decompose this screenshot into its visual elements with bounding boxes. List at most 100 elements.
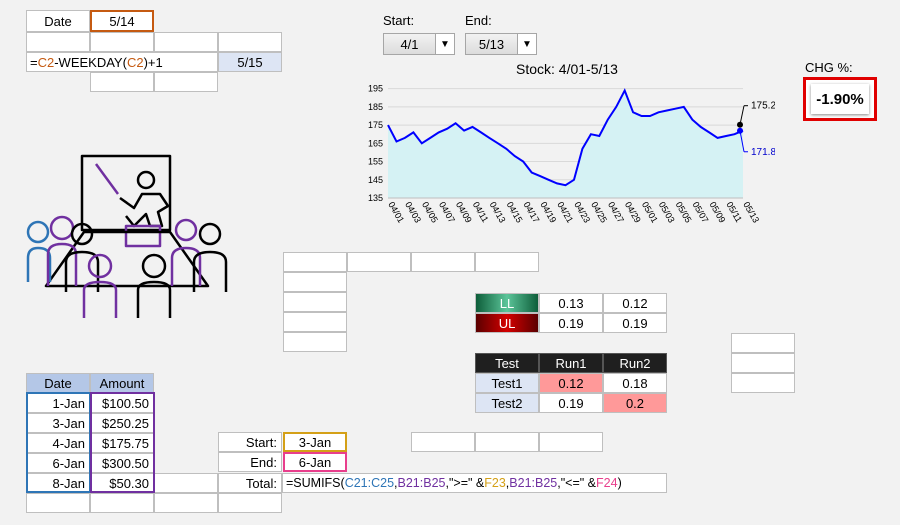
stock-chart: Stock: 4/01-5/13 135 145 155 165 175 185 195 04… (368, 61, 775, 225)
empty-cell[interactable] (411, 432, 475, 452)
x-tick-label: 05/07 (691, 200, 711, 225)
amount-header[interactable]: Amount (90, 373, 154, 393)
chevron-down-icon[interactable]: ▼ (435, 34, 454, 54)
empty-cell[interactable] (283, 292, 347, 312)
empty-cell[interactable] (218, 32, 282, 52)
chart-area (387, 88, 744, 198)
empty-cell[interactable] (218, 493, 282, 513)
y-tick-label: 145 (368, 175, 383, 185)
ll-label-cell[interactable]: LL (475, 293, 539, 313)
date-cell[interactable]: 1-Jan (26, 393, 90, 413)
date-cell[interactable]: 8-Jan (26, 473, 90, 493)
empty-cell[interactable] (154, 72, 218, 92)
chevron-down-icon[interactable]: ▼ (517, 34, 536, 54)
x-tick-label: 04/11 (471, 200, 491, 224)
amount-cell[interactable]: $175.75 (90, 433, 154, 453)
ul-value-a[interactable]: 0.19 (539, 313, 603, 333)
date-label-cell[interactable]: Date (26, 10, 90, 32)
formula-ref-c2: C2 (126, 54, 144, 70)
sumifs-start-value[interactable]: 3-Jan (283, 432, 347, 452)
empty-cell[interactable] (90, 493, 154, 513)
empty-cell[interactable] (26, 493, 90, 513)
x-tick-label: 04/27 (606, 200, 626, 225)
empty-cell[interactable] (154, 32, 218, 52)
empty-cell[interactable] (475, 252, 539, 272)
y-tick-label: 155 (368, 157, 383, 167)
chg-value-box[interactable]: -1.90% (803, 77, 877, 121)
end-dropdown[interactable]: 5/13 ▼ (465, 33, 537, 55)
empty-cell[interactable] (90, 72, 154, 92)
annotation-label: 175.22 (751, 101, 775, 112)
amount-cell[interactable]: $100.50 (90, 393, 154, 413)
empty-cell[interactable] (539, 432, 603, 452)
test1-name[interactable]: Test1 (475, 373, 539, 393)
empty-cell[interactable] (154, 473, 218, 493)
x-tick-label: 04/29 (623, 200, 643, 225)
x-tick-label: 04/01 (386, 200, 406, 225)
start-dropdown-value: 4/1 (400, 36, 419, 52)
chart-annotations: 175.22 171.89 (737, 101, 775, 158)
sumifs-start-label[interactable]: Start: (218, 432, 282, 452)
sumifs-end-label[interactable]: End: (218, 452, 282, 472)
weekday-result-cell[interactable]: 5/15 (218, 52, 282, 72)
empty-cell[interactable] (283, 332, 347, 352)
amount-cell[interactable]: $300.50 (90, 453, 154, 473)
date-header[interactable]: Date (26, 373, 90, 393)
test1-run1[interactable]: 0.12 (539, 373, 603, 393)
x-tick-label: 04/25 (589, 200, 609, 225)
formula-part: ,">=" & (445, 476, 485, 490)
annotation-label: 171.89 (751, 147, 775, 158)
empty-cell[interactable] (283, 252, 347, 272)
date-cell[interactable]: 3-Jan (26, 413, 90, 433)
test2-run1[interactable]: 0.19 (539, 393, 603, 413)
formula-part: , (394, 476, 398, 490)
formula-ref-start: F23 (484, 476, 506, 490)
x-tick-label: 04/23 (572, 200, 592, 225)
run1-header[interactable]: Run1 (539, 353, 603, 373)
empty-cell[interactable] (347, 252, 411, 272)
test1-run2[interactable]: 0.18 (603, 373, 667, 393)
ul-label-cell[interactable]: UL (475, 313, 539, 333)
sumifs-end-value[interactable]: 6-Jan (283, 452, 347, 472)
run2-header[interactable]: Run2 (603, 353, 667, 373)
annotation-leader (739, 130, 745, 152)
chg-label: CHG %: (805, 60, 853, 75)
test-header[interactable]: Test (475, 353, 539, 373)
x-tick-label: 05/09 (707, 200, 727, 225)
price-area (388, 90, 743, 198)
empty-cell[interactable] (283, 312, 347, 332)
date-value-cell[interactable]: 5/14 (90, 10, 154, 32)
amount-cell[interactable]: $250.25 (90, 413, 154, 433)
sumifs-formula-cell[interactable]: =SUMIFS(C21:C25, B21:B25 ,">=" & F23, B21:B… (282, 473, 667, 493)
date-cell[interactable]: 4-Jan (26, 433, 90, 453)
y-tick-label: 165 (368, 138, 383, 148)
start-dropdown[interactable]: 4/1 ▼ (383, 33, 455, 55)
formula-ref-amount: C21:C25 (344, 476, 395, 490)
empty-cell[interactable] (475, 432, 539, 452)
empty-cell[interactable] (154, 493, 218, 513)
sumifs-total-label[interactable]: Total: (218, 473, 282, 493)
empty-cell[interactable] (731, 333, 795, 353)
ul-value-b[interactable]: 0.19 (603, 313, 667, 333)
formula-ref-date: B21:B25 (509, 476, 558, 490)
date-cell[interactable]: 6-Jan (26, 453, 90, 473)
test2-run2[interactable]: 0.2 (603, 393, 667, 413)
ll-value-a[interactable]: 0.13 (539, 293, 603, 313)
test2-name[interactable]: Test2 (475, 393, 539, 413)
formula-part: , (505, 476, 510, 490)
empty-cell[interactable] (731, 353, 795, 373)
chg-value: -1.90% (811, 84, 869, 114)
formula-part: ,"<=" & (557, 476, 597, 490)
empty-cell[interactable] (283, 272, 347, 292)
empty-cell[interactable] (411, 252, 475, 272)
x-tick-label: 04/09 (454, 200, 474, 225)
x-tick-label: 04/19 (538, 200, 558, 225)
x-tick-label: 04/13 (488, 200, 508, 225)
amount-cell[interactable]: $50.30 (90, 473, 154, 493)
empty-cell[interactable] (90, 32, 154, 52)
weekday-formula-cell[interactable]: = C2 -WEEKDAY(C2)+1 (26, 52, 218, 72)
presentation-icon (26, 154, 228, 318)
empty-cell[interactable] (731, 373, 795, 393)
ll-value-b[interactable]: 0.12 (603, 293, 667, 313)
empty-cell[interactable] (26, 32, 90, 52)
